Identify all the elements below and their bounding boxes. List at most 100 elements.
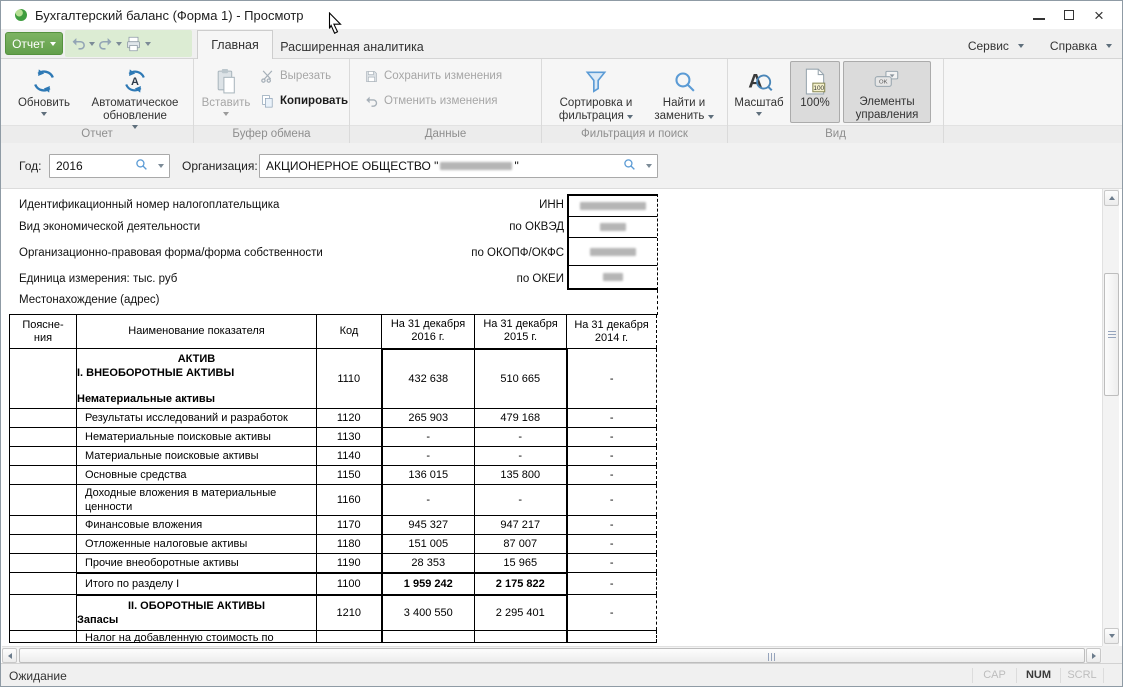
indicator-name: I. ВНЕОБОРОТНЫЕ АКТИВЫ: [77, 366, 235, 379]
page-boundary-dashed-line: [657, 290, 658, 315]
paste-icon: [214, 65, 239, 97]
chevron-down-icon: [223, 112, 229, 116]
tab-extended-analytics[interactable]: Расширенная аналитика: [277, 35, 427, 58]
cell-c-v14: -: [566, 427, 657, 447]
okei-value-cell: [569, 266, 657, 287]
cell-c-v15: 87 007: [474, 534, 568, 554]
service-menu[interactable]: Сервис: [968, 39, 1024, 53]
chevron-down-icon: [1017, 44, 1024, 48]
find-replace-button[interactable]: Найти и заменить: [646, 61, 722, 124]
tab-main[interactable]: Главная: [197, 30, 273, 59]
cell-c-code: 1120: [316, 408, 382, 428]
cell-c-v16: [380, 630, 475, 643]
group-label-clipboard: Буфер обмена: [232, 128, 311, 140]
table-row: Нематериальные поисковые активы 1130- - -: [9, 427, 657, 447]
scroll-left-button[interactable]: [2, 648, 17, 663]
close-button[interactable]: ×: [1084, 2, 1114, 28]
auto-refresh-button[interactable]: A Автоматическое обновление: [77, 61, 193, 130]
report-document: Идентификационный номер налогоплательщик…: [1, 189, 1102, 646]
cell-c-code: 1160: [316, 484, 382, 516]
organization-input[interactable]: АКЦИОНЕРНОЕ ОБЩЕСТВО " ": [259, 154, 658, 178]
cell-c-exp: [9, 630, 77, 643]
help-menu-label: Справка: [1049, 39, 1097, 53]
indicator-name: Запасы: [77, 613, 119, 626]
year-input[interactable]: 2016: [49, 154, 170, 178]
save-changes-button[interactable]: Сохранить изменения: [364, 65, 502, 87]
cell-c-v16: 3 400 550: [380, 594, 475, 631]
sort-filter-button[interactable]: Сортировка и фильтрация: [546, 61, 646, 124]
table-row: Основные средства 1150 136 015 135 800-: [9, 465, 657, 485]
table-row: Доходные вложения в материальные ценност…: [9, 484, 657, 516]
save-icon: [366, 70, 377, 82]
table-row: Финансовые вложения 1170 945 327 947 217-: [9, 515, 657, 535]
cell-c-v16: -: [380, 427, 475, 447]
copy-button[interactable]: Копировать: [260, 90, 348, 112]
menu-row: Отчет Главная Расширенная аналитика Серв…: [1, 29, 1122, 59]
scroll-down-button[interactable]: [1104, 628, 1119, 644]
scale-button[interactable]: A Масштаб: [732, 61, 786, 117]
quick-access-toolbar: [65, 30, 192, 57]
maximize-button[interactable]: [1054, 2, 1084, 28]
chevron-down-icon: [627, 115, 634, 119]
ribbon-group-strip: [1, 125, 1122, 143]
cell-c-code: [316, 630, 382, 643]
cell-c-exp: [9, 572, 77, 595]
col-header-code: Код: [316, 314, 382, 349]
redo-icon: [99, 37, 112, 50]
organization-dropdown[interactable]: [641, 155, 657, 177]
scroll-right-button[interactable]: [1086, 648, 1101, 663]
indicator-name: Материальные поисковые активы: [85, 450, 259, 462]
redo-button[interactable]: [96, 33, 115, 55]
cell-c-v14: [566, 630, 657, 643]
year-dropdown[interactable]: [153, 155, 169, 177]
cut-button[interactable]: Вырезать: [260, 65, 348, 87]
indicator-name: АКТИВ: [177, 352, 216, 365]
cut-label: Вырезать: [280, 70, 332, 82]
minimize-button[interactable]: [1024, 2, 1054, 28]
scroll-up-button[interactable]: [1104, 190, 1119, 206]
search-icon: [672, 65, 697, 97]
cell-c-v16: 945 327: [380, 515, 475, 535]
save-changes-label: Сохранить изменения: [384, 70, 503, 82]
paste-label: Вставить: [201, 97, 251, 109]
balance-table: Поясне- ния Наименование показателя Код …: [9, 314, 657, 643]
zoom-100-button[interactable]: 100 100%: [790, 61, 840, 123]
scroll-grip: [1107, 330, 1116, 339]
tab-label: Главная: [211, 38, 259, 52]
cell-c-name: Результаты исследований и разработок: [76, 408, 317, 428]
ribbon: Обновить A Автоматическое обновление Отч…: [1, 58, 1122, 144]
cell-c-v15: 510 665: [474, 347, 568, 409]
redo-dropdown[interactable]: [115, 33, 123, 55]
horizontal-scroll-thumb[interactable]: [19, 648, 1085, 663]
okei-code-label: по ОКЕИ: [516, 272, 564, 285]
inn-label: Идентификационный номер налогоплательщик…: [19, 199, 280, 211]
report-menu-button[interactable]: Отчет: [5, 32, 63, 55]
filter-bar: Год: 2016 Организация: АКЦИОНЕРНОЕ ОБЩЕС…: [1, 143, 1122, 189]
undo-button[interactable]: [69, 33, 88, 55]
help-menu[interactable]: Справка: [1050, 39, 1112, 53]
refresh-icon: [31, 65, 57, 97]
cell-c-name: Прочие внеоборотные активы: [76, 553, 317, 573]
auto-refresh-label: Автоматическое обновление: [91, 97, 179, 122]
print-dropdown[interactable]: [144, 33, 152, 55]
indicator-name: Основные средства: [85, 469, 187, 481]
year-value: 2016: [56, 159, 83, 173]
undo-dropdown[interactable]: [88, 33, 96, 55]
controls-icon: OK: [872, 65, 902, 96]
triangle-left-icon: [7, 652, 12, 659]
indicator-name: Финансовые вложения: [85, 519, 203, 531]
cell-c-code: 1210: [316, 594, 382, 631]
auto-refresh-icon: A: [122, 65, 148, 97]
vertical-scrollbar[interactable]: [1102, 189, 1119, 646]
horizontal-scrollbar[interactable]: [2, 646, 1102, 663]
minimize-icon: [1033, 18, 1045, 20]
okopf-label: Организационно-правовая форма/форма собс…: [19, 246, 323, 259]
paste-button[interactable]: Вставить: [198, 61, 254, 117]
refresh-button[interactable]: Обновить: [11, 61, 77, 117]
cell-c-name: Отложенные налоговые активы: [76, 534, 317, 554]
vertical-scroll-thumb[interactable]: [1104, 273, 1119, 396]
cancel-changes-button[interactable]: Отменить изменения: [364, 90, 502, 112]
controls-button[interactable]: OK Элементы управления: [843, 61, 931, 123]
print-button[interactable]: [123, 33, 144, 55]
